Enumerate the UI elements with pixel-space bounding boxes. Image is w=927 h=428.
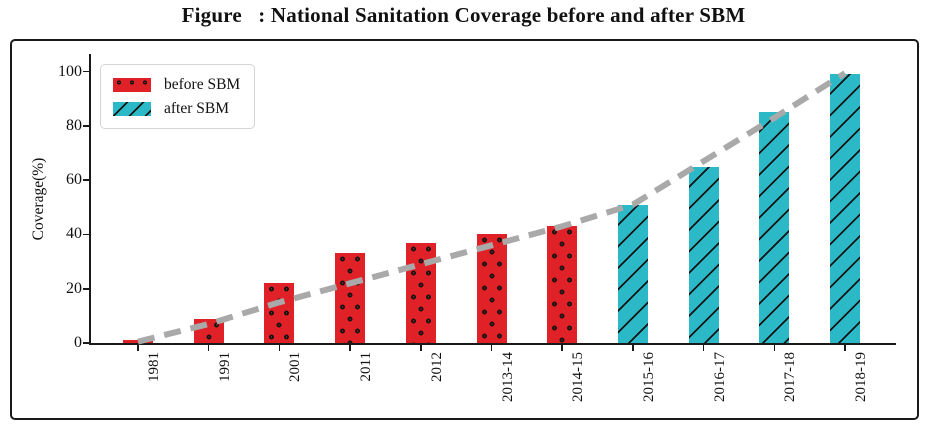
x-tick-mark xyxy=(207,344,210,351)
x-tick-label: 2011 xyxy=(358,352,375,382)
x-tick-mark xyxy=(773,344,776,351)
x-tick-label: 1991 xyxy=(216,352,233,382)
bar-2018-19 xyxy=(830,74,860,343)
x-tick-mark xyxy=(278,344,281,351)
bar-1991 xyxy=(193,318,224,343)
x-tick-mark xyxy=(490,344,493,351)
x-tick-label: 2001 xyxy=(287,352,304,382)
legend-item-after-sbm: after SBM xyxy=(113,100,240,117)
x-tick-mark xyxy=(632,344,634,351)
bar-2016-17 xyxy=(688,166,719,343)
legend-item-before-sbm: before SBM xyxy=(113,76,240,93)
x-tick-label: 2016-17 xyxy=(711,352,728,402)
chart-frame: Coverage(%) 0 20 40 60 80 100 1981 1991 2001 2011… xyxy=(10,39,919,420)
legend-label-before-sbm: before SBM xyxy=(164,76,241,93)
x-tick-label: 2013-14 xyxy=(499,352,516,402)
x-tick-mark xyxy=(844,344,846,351)
bar-2012 xyxy=(405,242,436,343)
legend-label-after-sbm: after SBM xyxy=(164,100,230,117)
x-tick-mark xyxy=(349,344,351,351)
bar-2015-16 xyxy=(617,204,648,343)
y-tick-label: 80 xyxy=(66,116,82,134)
x-tick-mark xyxy=(137,344,139,351)
bar-2013-14 xyxy=(476,234,507,343)
bar-1981 xyxy=(123,340,153,343)
x-tick-label: 2012 xyxy=(428,352,445,382)
y-tick-label: 0 xyxy=(74,334,82,351)
bar-2001 xyxy=(264,283,295,343)
x-tick-label: 2015-16 xyxy=(640,352,657,402)
x-tick-label: 2014-15 xyxy=(570,352,587,402)
before-sbm-swatch-icon xyxy=(113,77,151,92)
after-sbm-swatch-icon xyxy=(113,101,151,116)
figure-title: Figure : National Sanitation Coverage be… xyxy=(181,3,746,27)
y-tick-mark xyxy=(83,342,89,344)
x-tick-label: 1981 xyxy=(146,352,162,382)
legend: before SBM after SBM xyxy=(100,64,256,129)
y-tick-mark xyxy=(83,179,89,181)
y-axis-line xyxy=(89,54,91,343)
bar-2014-15 xyxy=(547,226,578,343)
y-tick-label: 100 xyxy=(58,62,82,80)
x-tick-mark xyxy=(561,344,563,351)
y-tick-label: 60 xyxy=(66,171,82,189)
y-tick-mark xyxy=(83,287,89,290)
y-tick-mark xyxy=(83,125,89,127)
y-tick-label: 40 xyxy=(66,225,82,243)
y-tick-label: 20 xyxy=(66,279,82,297)
bar-2011 xyxy=(335,253,366,343)
x-tick-label: 2017-18 xyxy=(782,352,799,402)
y-tick-mark xyxy=(83,70,89,73)
y-tick-mark xyxy=(83,233,89,236)
x-tick-mark xyxy=(420,344,422,351)
x-tick-mark xyxy=(702,344,705,351)
x-tick-label: 2018-19 xyxy=(853,352,869,402)
bar-2017-18 xyxy=(759,112,790,343)
